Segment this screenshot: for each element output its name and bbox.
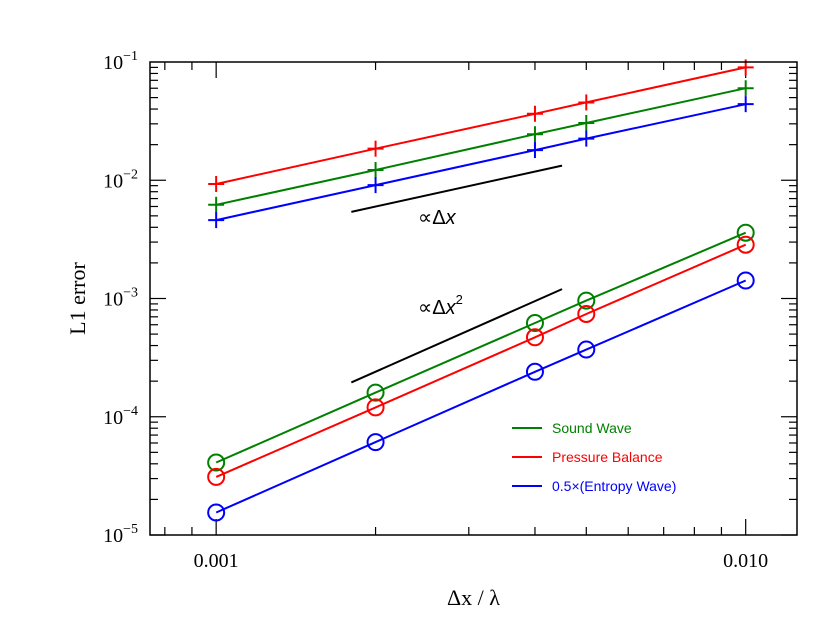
data-point-circle <box>736 223 755 242</box>
reference-line-1 <box>350 288 563 384</box>
legend: Sound Wave Pressure Balance 0.5×(Entropy W… <box>512 420 676 494</box>
data-point-plus <box>367 140 384 157</box>
series-line-2 <box>215 103 746 222</box>
data-point-circle <box>736 235 755 254</box>
legend-label-0: Sound Wave <box>552 420 632 436</box>
x-tick-label: 0.010 <box>723 550 768 572</box>
slope-label-1: ∝Δx2 <box>418 292 463 319</box>
data-point-circle <box>577 340 596 359</box>
x-axis-title: Δx / λ <box>447 585 500 610</box>
data-point-circle <box>577 291 596 310</box>
data-point-plus <box>578 130 595 147</box>
data-point-circle <box>207 503 226 522</box>
y-tick-label: 10−4 <box>103 404 138 429</box>
series-line-1 <box>215 66 746 185</box>
data-point-plus <box>578 94 595 111</box>
data-point-circle <box>577 304 596 323</box>
data-point-plus <box>367 162 384 179</box>
y-tick-label: 10−5 <box>103 522 138 547</box>
y-tick-label: 10−3 <box>103 286 138 311</box>
x-tick-label: 0.001 <box>194 550 239 572</box>
data-point-circle <box>366 433 385 452</box>
data-point-plus <box>526 105 543 122</box>
data-point-circle <box>207 453 226 472</box>
data-point-circle <box>207 467 226 486</box>
data-point-plus <box>208 175 225 192</box>
data-point-plus <box>737 80 754 97</box>
series-markers <box>207 59 755 522</box>
slope-label-0: ∝Δx <box>418 207 457 229</box>
y-tick-label: 10−1 <box>103 49 138 74</box>
data-point-circle <box>525 362 544 381</box>
data-point-plus <box>208 212 225 229</box>
plot-frame <box>149 61 798 536</box>
series-line-4 <box>215 243 747 478</box>
y-tick-label: 10−2 <box>103 167 138 192</box>
legend-label-1: Pressure Balance <box>552 449 663 465</box>
data-point-circle <box>525 314 544 333</box>
data-point-circle <box>736 271 755 290</box>
axis-ticks <box>150 62 797 536</box>
data-point-circle <box>525 328 544 347</box>
data-point-circle <box>366 398 385 417</box>
data-point-plus <box>737 96 754 113</box>
data-point-plus <box>526 126 543 143</box>
series-line-3 <box>215 231 747 464</box>
data-point-plus <box>208 196 225 213</box>
reference-lines <box>350 164 563 384</box>
tick-labels: 0.001 0.010 10−5 10−4 10−3 10−2 10−1 <box>103 49 768 572</box>
legend-label-2: 0.5×(Entropy Wave) <box>552 478 676 494</box>
data-point-plus <box>578 114 595 131</box>
slope-annotations: ∝Δx ∝Δx2 <box>418 207 463 319</box>
reference-line-0 <box>351 164 563 213</box>
series-lines <box>215 66 747 514</box>
data-point-plus <box>526 142 543 159</box>
data-point-plus <box>367 177 384 194</box>
series-line-0 <box>215 87 746 206</box>
data-point-circle <box>366 383 385 402</box>
y-axis-title: L1 error <box>65 261 90 334</box>
series-line-5 <box>215 279 747 514</box>
